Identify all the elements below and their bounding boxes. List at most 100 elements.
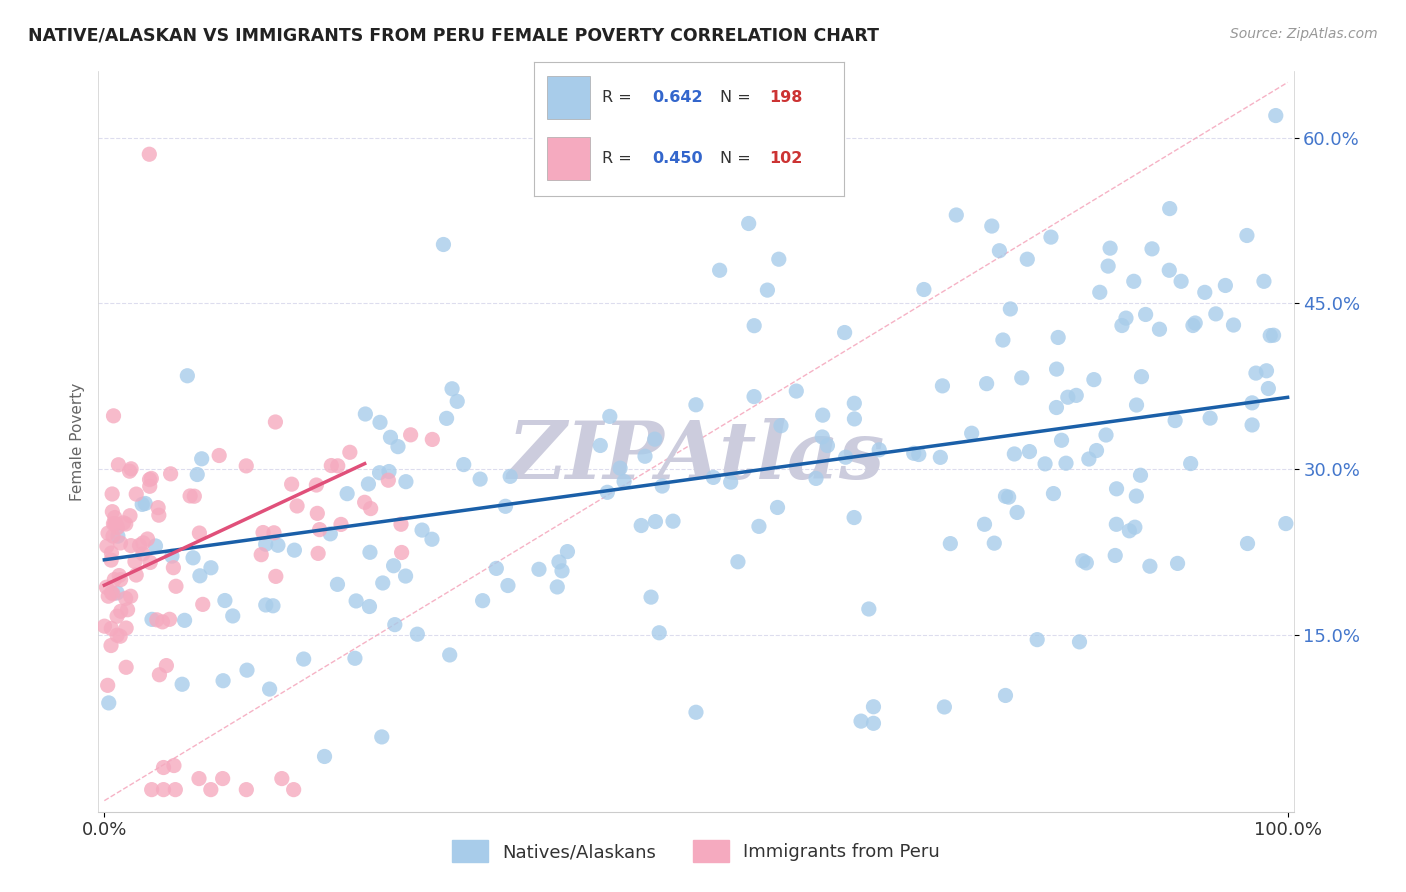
Point xyxy=(1047,330,1070,344)
Point xyxy=(254,598,277,612)
Point xyxy=(496,578,519,592)
Point xyxy=(186,467,208,482)
Point xyxy=(283,782,305,797)
Text: 0.450: 0.450 xyxy=(652,152,703,166)
Point xyxy=(267,538,290,552)
Point xyxy=(107,458,129,472)
Point xyxy=(190,451,212,466)
Point xyxy=(371,730,394,744)
Point xyxy=(495,500,517,514)
Point xyxy=(1076,556,1098,570)
Point xyxy=(599,409,621,424)
Point xyxy=(165,782,187,797)
Point xyxy=(1045,362,1067,376)
Point xyxy=(222,609,245,624)
Point xyxy=(132,536,155,550)
Point xyxy=(292,652,315,666)
Point xyxy=(163,758,186,772)
Point xyxy=(815,438,838,452)
Point xyxy=(769,418,792,433)
Point xyxy=(107,529,129,543)
Point xyxy=(441,382,464,396)
Point xyxy=(756,283,779,297)
Point xyxy=(389,517,412,532)
Point xyxy=(834,450,856,465)
Text: 102: 102 xyxy=(769,152,803,166)
Point xyxy=(252,525,274,540)
Point xyxy=(103,409,125,423)
Point xyxy=(254,537,277,551)
Point xyxy=(980,219,1002,233)
Point xyxy=(138,147,160,161)
Point xyxy=(285,499,308,513)
Point xyxy=(1077,452,1099,467)
Text: R =: R = xyxy=(602,90,637,104)
Point xyxy=(630,518,652,533)
Point xyxy=(1130,369,1153,384)
Point xyxy=(1085,443,1108,458)
Point xyxy=(191,598,214,612)
Point xyxy=(159,612,181,626)
Text: N =: N = xyxy=(720,90,756,104)
Point xyxy=(862,716,884,731)
Point xyxy=(1149,322,1171,336)
Point xyxy=(336,486,359,500)
FancyBboxPatch shape xyxy=(547,76,591,119)
Point xyxy=(112,516,135,530)
Point xyxy=(1054,456,1077,470)
Point xyxy=(1005,505,1028,519)
Point xyxy=(766,500,789,515)
Point xyxy=(101,587,124,601)
Point xyxy=(165,579,187,593)
Point xyxy=(1181,318,1204,333)
Point xyxy=(468,472,491,486)
Point xyxy=(262,599,284,613)
Point xyxy=(439,648,461,662)
Point xyxy=(100,546,122,560)
Point xyxy=(1222,318,1244,332)
Point xyxy=(152,760,174,774)
Point xyxy=(136,532,159,546)
Point xyxy=(357,477,380,491)
Point xyxy=(125,568,148,582)
Point xyxy=(567,180,589,194)
Point xyxy=(179,489,201,503)
Point xyxy=(903,446,925,460)
Point xyxy=(499,469,522,483)
Point xyxy=(360,501,382,516)
Point xyxy=(114,516,136,531)
Point xyxy=(100,622,122,636)
Point xyxy=(709,263,731,277)
Point xyxy=(359,599,381,614)
Point xyxy=(702,470,724,484)
Point xyxy=(1159,202,1181,216)
Point xyxy=(235,782,257,797)
Point xyxy=(1256,364,1278,378)
Point xyxy=(259,682,281,697)
Point xyxy=(997,490,1019,504)
Point xyxy=(1236,228,1258,243)
Point xyxy=(1064,388,1087,402)
Point xyxy=(1129,468,1152,483)
Point xyxy=(727,555,749,569)
Point xyxy=(1167,557,1189,571)
Point xyxy=(1017,252,1039,267)
Point xyxy=(1205,307,1227,321)
Point xyxy=(110,604,132,618)
Point xyxy=(117,603,139,617)
Point xyxy=(1097,259,1119,273)
Point xyxy=(160,549,183,563)
Point xyxy=(330,517,353,532)
Point xyxy=(162,560,184,574)
Point xyxy=(988,244,1011,258)
Point xyxy=(485,561,508,575)
Point xyxy=(214,593,236,607)
Point xyxy=(862,699,884,714)
Text: N =: N = xyxy=(720,152,756,166)
Point xyxy=(128,538,150,552)
Point xyxy=(1095,428,1118,442)
Point xyxy=(152,615,174,629)
Point xyxy=(124,555,146,569)
Point xyxy=(527,562,550,576)
Point xyxy=(1105,482,1128,496)
